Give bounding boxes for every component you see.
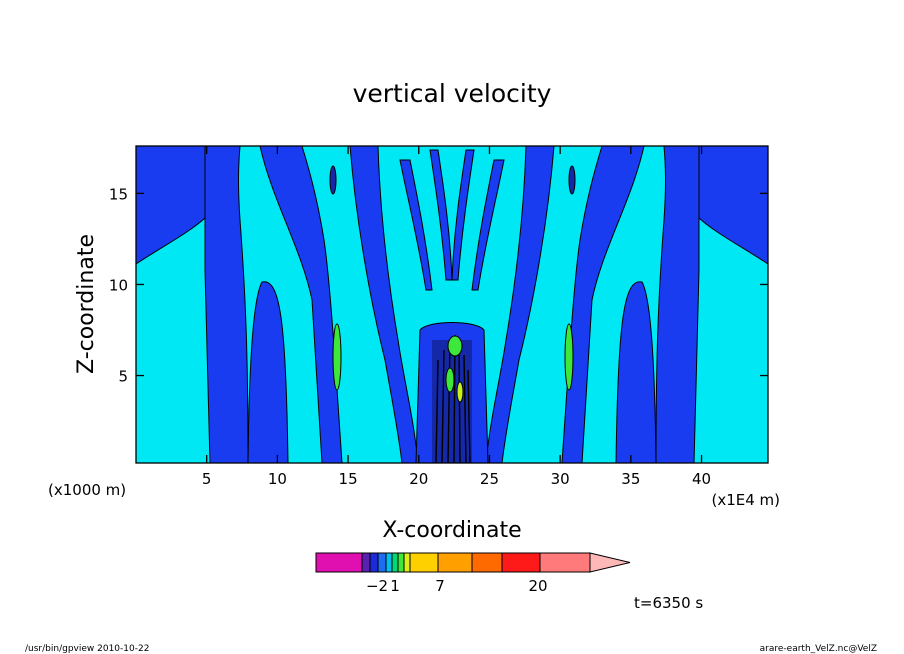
colorbar-label: 7 bbox=[435, 577, 445, 595]
plot-area: 5 10 15 20 25 30 35 40 5 10 15 bbox=[109, 145, 769, 488]
x-tick-label: 20 bbox=[409, 470, 428, 488]
colorbar-segment bbox=[437, 552, 473, 573]
x-tick-label: 30 bbox=[551, 470, 570, 488]
y-tick-label: 5 bbox=[118, 368, 128, 386]
footer-left: /usr/bin/gpview 2010-10-22 bbox=[25, 644, 149, 654]
time-annotation: t=6350 s bbox=[634, 594, 703, 612]
contour-left-band bbox=[204, 146, 249, 463]
x-tick-label: 40 bbox=[692, 470, 711, 488]
x-tick-label: 5 bbox=[202, 470, 212, 488]
footer-right: arare-earth_VelZ.nc@VelZ bbox=[760, 644, 877, 654]
y-tick-label: 15 bbox=[109, 185, 128, 203]
colorbar-segment bbox=[397, 552, 405, 573]
colorbar-segment bbox=[315, 552, 363, 573]
colorbar-segment bbox=[369, 552, 379, 573]
contour-min-left bbox=[329, 165, 337, 195]
contour-center-band-a bbox=[349, 146, 419, 463]
colorbar-label: 20 bbox=[528, 577, 547, 595]
colorbar-segment bbox=[385, 552, 393, 573]
x-axis: 5 10 15 20 25 30 35 40 bbox=[202, 146, 711, 488]
colorbar-label: 1 bbox=[390, 577, 400, 595]
x-tick-label: 10 bbox=[268, 470, 287, 488]
colorbar-segment bbox=[391, 552, 399, 573]
colorbar-segment bbox=[471, 552, 503, 573]
colorbar-extend-arrow bbox=[589, 552, 631, 573]
x-tick-label: 35 bbox=[621, 470, 640, 488]
contour-center-strip-3 bbox=[451, 149, 475, 281]
y-tick-label: 10 bbox=[109, 276, 128, 294]
contour-min-right bbox=[568, 165, 576, 195]
x-unit-left: (x1000 m) bbox=[48, 481, 126, 499]
x-unit-right: (x1E4 m) bbox=[711, 491, 780, 509]
colorbar-segment bbox=[403, 552, 411, 573]
colorbar-label: −2 bbox=[366, 577, 388, 595]
colorbar-segment bbox=[361, 552, 371, 573]
plot-frame bbox=[135, 145, 769, 464]
y-axis-label: Z-coordinate bbox=[74, 234, 99, 374]
x-axis-label: X-coordinate bbox=[382, 518, 521, 543]
contour-center-band-b bbox=[485, 146, 555, 463]
y-axis: 5 10 15 bbox=[109, 185, 768, 386]
contour-left-column bbox=[247, 281, 289, 463]
contour-green-right bbox=[564, 323, 574, 391]
colorbar bbox=[315, 552, 631, 573]
convective-core bbox=[432, 334, 472, 463]
colorbar-labels: −2 1 7 20 bbox=[366, 577, 548, 595]
colorbar-segment bbox=[409, 552, 439, 573]
contour-center-strip-4 bbox=[471, 159, 505, 291]
chart-title: vertical velocity bbox=[353, 79, 552, 108]
colorbar-segment bbox=[539, 552, 591, 573]
contour-green-left bbox=[332, 323, 342, 391]
x-tick-label: 25 bbox=[480, 470, 499, 488]
colorbar-segment bbox=[377, 552, 387, 573]
colorbar-segment bbox=[501, 552, 541, 573]
contour-center-strip-1 bbox=[399, 159, 433, 291]
contour-right-band bbox=[655, 146, 700, 463]
contour-right-column bbox=[615, 281, 657, 463]
x-tick-label: 15 bbox=[339, 470, 358, 488]
